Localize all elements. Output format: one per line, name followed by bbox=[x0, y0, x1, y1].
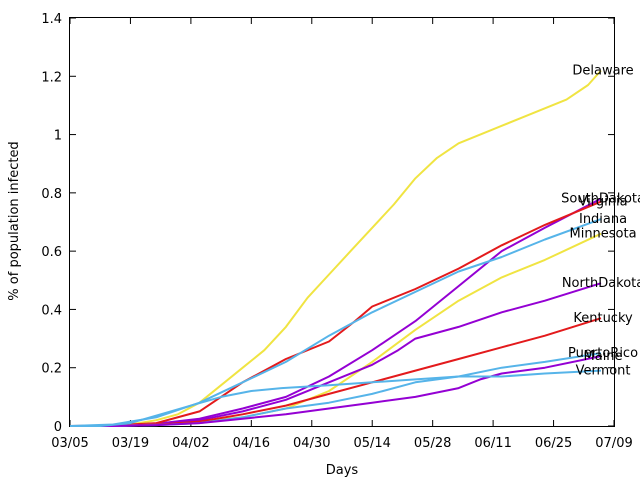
series-label-indiana: Indiana bbox=[579, 212, 627, 227]
series-line-northdakota bbox=[70, 282, 602, 427]
series-label-minnesota: Minnesota bbox=[569, 227, 636, 242]
series-line-delaware bbox=[70, 69, 602, 427]
series-lines bbox=[69, 69, 602, 427]
x-tick-label: 07/09 bbox=[595, 436, 632, 451]
series-line-maine bbox=[70, 355, 602, 427]
x-tick-label: 06/25 bbox=[535, 436, 572, 451]
x-tick-label: 06/11 bbox=[474, 436, 511, 451]
y-tick-label: 0.4 bbox=[41, 303, 62, 318]
x-tick-label: 04/02 bbox=[172, 436, 209, 451]
series-label-delaware: Delaware bbox=[572, 63, 633, 78]
y-tick-label: 1.2 bbox=[41, 70, 62, 85]
x-tick-label: 03/19 bbox=[112, 436, 149, 451]
series-line-minnesota bbox=[70, 232, 602, 427]
series-label-southdakota: SouthDakota bbox=[561, 192, 640, 207]
series-label-maine: Maine bbox=[584, 349, 623, 364]
series-label-virginia: Virginia bbox=[579, 195, 628, 210]
x-tick-label: 03/05 bbox=[51, 436, 88, 451]
y-tick-label: 0.6 bbox=[41, 245, 62, 260]
series-label-northdakota: NorthDakota bbox=[562, 276, 640, 291]
y-axis-title: % of population infected bbox=[7, 141, 22, 300]
x-tick-label: 04/30 bbox=[293, 436, 330, 451]
y-tick-label: 0 bbox=[54, 420, 62, 435]
y-tick-label: 0.2 bbox=[41, 362, 62, 377]
series-label-puertorico: PuertoRico bbox=[568, 346, 638, 361]
series-line-indiana bbox=[69, 218, 602, 427]
y-tick-label: 1.4 bbox=[41, 12, 62, 27]
series-label-vermont: Vermont bbox=[576, 364, 631, 379]
series-label-kentucky: Kentucky bbox=[573, 311, 633, 326]
series-line-puertorico bbox=[70, 352, 602, 427]
plot-frame bbox=[69, 17, 615, 427]
series-line-virginia bbox=[69, 200, 602, 427]
y-axis: 0 0.2 0.4 0.6 0.8 1 1.2 1.4 bbox=[41, 12, 614, 435]
x-axis-title: Days bbox=[326, 463, 359, 478]
y-tick-label: 1 bbox=[54, 129, 62, 144]
x-tick-label: 05/28 bbox=[414, 436, 451, 451]
series-line-vermont bbox=[70, 369, 602, 427]
x-tick-label: 04/16 bbox=[233, 436, 270, 451]
x-tick-label: 05/14 bbox=[353, 436, 390, 451]
y-tick-label: 0.8 bbox=[41, 187, 62, 202]
x-axis: 03/05 03/19 04/02 04/16 04/30 05/14 05/28 06/11… bbox=[51, 18, 633, 451]
